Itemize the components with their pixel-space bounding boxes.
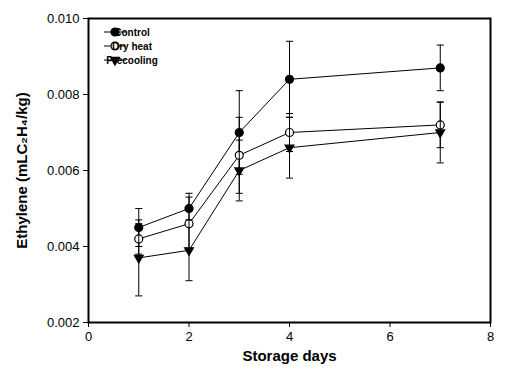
svg-text:0: 0 bbox=[85, 329, 92, 344]
svg-text:2: 2 bbox=[185, 329, 192, 344]
svg-text:0.008: 0.008 bbox=[47, 87, 80, 102]
svg-text:8: 8 bbox=[487, 329, 494, 344]
svg-text:Storage days: Storage days bbox=[242, 347, 336, 364]
svg-text:0.006: 0.006 bbox=[47, 163, 80, 178]
svg-text:4: 4 bbox=[286, 329, 293, 344]
svg-text:0.010: 0.010 bbox=[47, 11, 80, 26]
svg-text:Precooling: Precooling bbox=[106, 55, 158, 66]
svg-text:Control: Control bbox=[114, 27, 150, 38]
svg-text:6: 6 bbox=[386, 329, 393, 344]
svg-text:0.002: 0.002 bbox=[47, 315, 80, 330]
svg-text:Dry heat: Dry heat bbox=[112, 41, 153, 52]
svg-text:Ethylene (mLC₂H₄/kg): Ethylene (mLC₂H₄/kg) bbox=[13, 92, 30, 248]
svg-text:0.004: 0.004 bbox=[47, 239, 80, 254]
